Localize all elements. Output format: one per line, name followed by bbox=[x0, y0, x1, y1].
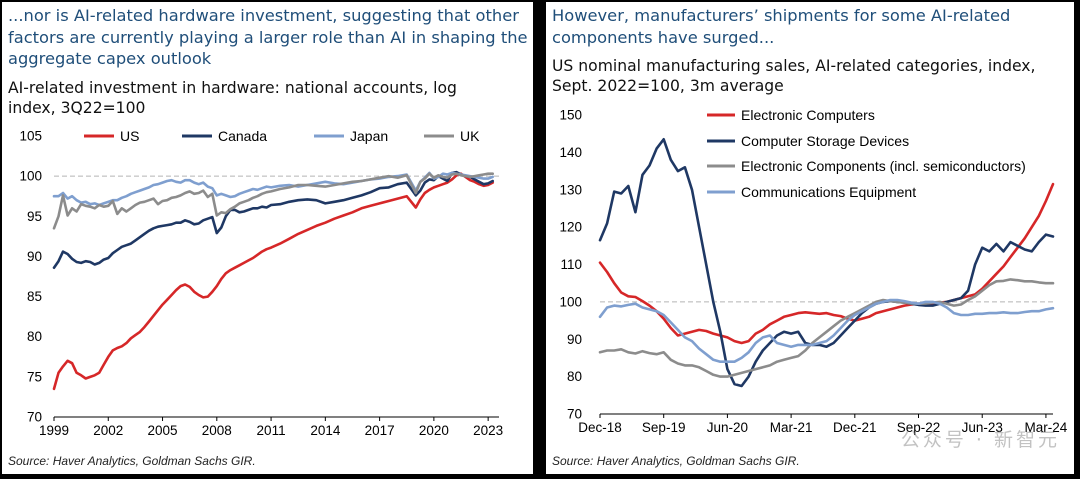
left-chart-x-tick-label: 2014 bbox=[310, 423, 341, 438]
right-chart-y-tick-label: 100 bbox=[559, 294, 582, 309]
left-chart-plot: 70 75 80 85 90 95 100 105 1999 2002 2005 2008 2011 20… bbox=[19, 128, 503, 438]
right-chart-legend-label: Communications Equipment bbox=[741, 184, 916, 200]
left-chart-x-tick-label: 2020 bbox=[419, 423, 449, 438]
left-chart-x-tick-label: 1999 bbox=[39, 423, 69, 438]
left-chart-series-uk bbox=[52, 172, 495, 230]
right-chart-series-communications-equipment bbox=[598, 298, 1055, 364]
right-chart-legend-label: Electronic Components (incl. semiconduct… bbox=[741, 158, 1026, 174]
right-chart-series-electronic-computers bbox=[598, 182, 1055, 345]
right-source-note: Source: Haver Analytics, Goldman Sachs G… bbox=[552, 454, 800, 468]
left-subtitle-line-2: index, 3Q22=100 bbox=[8, 99, 146, 117]
right-chart-y-tick-label: 140 bbox=[559, 145, 582, 160]
left-chart-x-tick-label: 2011 bbox=[257, 423, 286, 438]
right-chart-legend-label: Electronic Computers bbox=[741, 107, 875, 123]
right-chart-y-tick-label: 150 bbox=[559, 108, 582, 123]
watermark: 公众号 · 新智元 bbox=[900, 429, 1060, 451]
left-chart-y-tick-label: 90 bbox=[27, 249, 42, 264]
left-subtitle-line-1: AI-related investment in hardware: natio… bbox=[8, 79, 457, 97]
left-chart-x-tick-label: 2008 bbox=[202, 423, 232, 438]
right-subtitle-line-1: US nominal manufacturing sales, AI-relat… bbox=[552, 57, 1036, 75]
left-chart-y-tick-label: 85 bbox=[27, 289, 42, 304]
right-chart-y-tick-label: 80 bbox=[567, 369, 582, 384]
left-headline-line-3: aggregate capex outlook bbox=[8, 49, 212, 68]
left-chart-x-tick-label: 2005 bbox=[148, 423, 178, 438]
right-chart-plot: 70 80 90 100 110 120 130 140 150 Dec-18 Sep-19 Jun-… bbox=[559, 107, 1068, 435]
left-chart-legend-label: US bbox=[120, 128, 139, 144]
left-chart-panel: ...nor is AI-related hardware investment… bbox=[2, 2, 533, 474]
left-headline: ...nor is AI-related hardware investment… bbox=[8, 5, 528, 70]
left-source-note: Source: Haver Analytics, Goldman Sachs G… bbox=[8, 454, 256, 468]
left-chart-series-canada bbox=[52, 170, 495, 270]
right-chart-x-tick-label: Dec-21 bbox=[833, 420, 877, 435]
right-chart-y-tick-label: 110 bbox=[560, 257, 582, 272]
right-chart-series-electronic-components-incl-semiconductors bbox=[598, 278, 1055, 378]
left-chart-y-tick-label: 105 bbox=[19, 129, 42, 144]
right-chart-x-tick-label: Sep-19 bbox=[642, 420, 686, 435]
right-chart-x-tick-label: Mar-24 bbox=[1025, 420, 1068, 435]
right-chart-x-tick-label: Jun-20 bbox=[707, 420, 748, 435]
left-chart-subtitle: AI-related investment in hardware: natio… bbox=[8, 78, 457, 118]
right-chart-legend-label: Computer Storage Devices bbox=[741, 133, 909, 149]
right-chart-y-tick-label: 70 bbox=[567, 407, 582, 422]
left-chart-x-tick-label: 2002 bbox=[93, 423, 123, 438]
right-chart-subtitle: US nominal manufacturing sales, AI-relat… bbox=[552, 56, 1035, 96]
right-headline-line-2: components have surged... bbox=[552, 27, 775, 47]
right-chart-x-tick-label: Dec-18 bbox=[578, 420, 622, 435]
right-chart-panel: However, manufacturers’ shipments for so… bbox=[546, 2, 1074, 474]
left-chart-legend-label: UK bbox=[460, 128, 480, 144]
left-headline-line-1: ...nor is AI-related hardware investment… bbox=[8, 6, 519, 25]
left-chart-legend-label: Canada bbox=[218, 128, 267, 144]
right-chart-y-tick-label: 130 bbox=[559, 182, 582, 197]
right-headline: However, manufacturers’ shipments for so… bbox=[552, 5, 1010, 48]
right-subtitle-line-2: Sept. 2022=100, 3m average bbox=[552, 77, 784, 95]
right-chart-x-tick-label: Mar-21 bbox=[770, 420, 813, 435]
left-chart-y-tick-label: 100 bbox=[19, 169, 42, 184]
left-chart-y-tick-label: 70 bbox=[27, 410, 42, 425]
right-chart-x-tick-label: Sep-22 bbox=[897, 420, 941, 435]
left-chart-legend-label: Japan bbox=[350, 128, 388, 144]
left-chart-y-tick-label: 95 bbox=[27, 209, 42, 224]
right-chart-x-tick-label: Jun-23 bbox=[962, 420, 1003, 435]
left-chart-y-tick-label: 80 bbox=[27, 329, 42, 344]
left-chart-x-tick-label: 2017 bbox=[365, 423, 395, 438]
left-headline-line-2: factors are currently playing a larger r… bbox=[8, 27, 528, 47]
right-chart-y-tick-label: 120 bbox=[559, 220, 582, 235]
left-chart-series-us bbox=[52, 172, 495, 391]
right-chart-y-tick-label: 90 bbox=[567, 332, 582, 347]
left-chart-y-tick-label: 75 bbox=[27, 369, 42, 384]
right-chart-series-computer-storage-devices bbox=[598, 138, 1055, 388]
right-headline-line-1: However, manufacturers’ shipments for so… bbox=[552, 6, 1011, 25]
left-chart-x-tick-label: 2023 bbox=[473, 423, 503, 438]
